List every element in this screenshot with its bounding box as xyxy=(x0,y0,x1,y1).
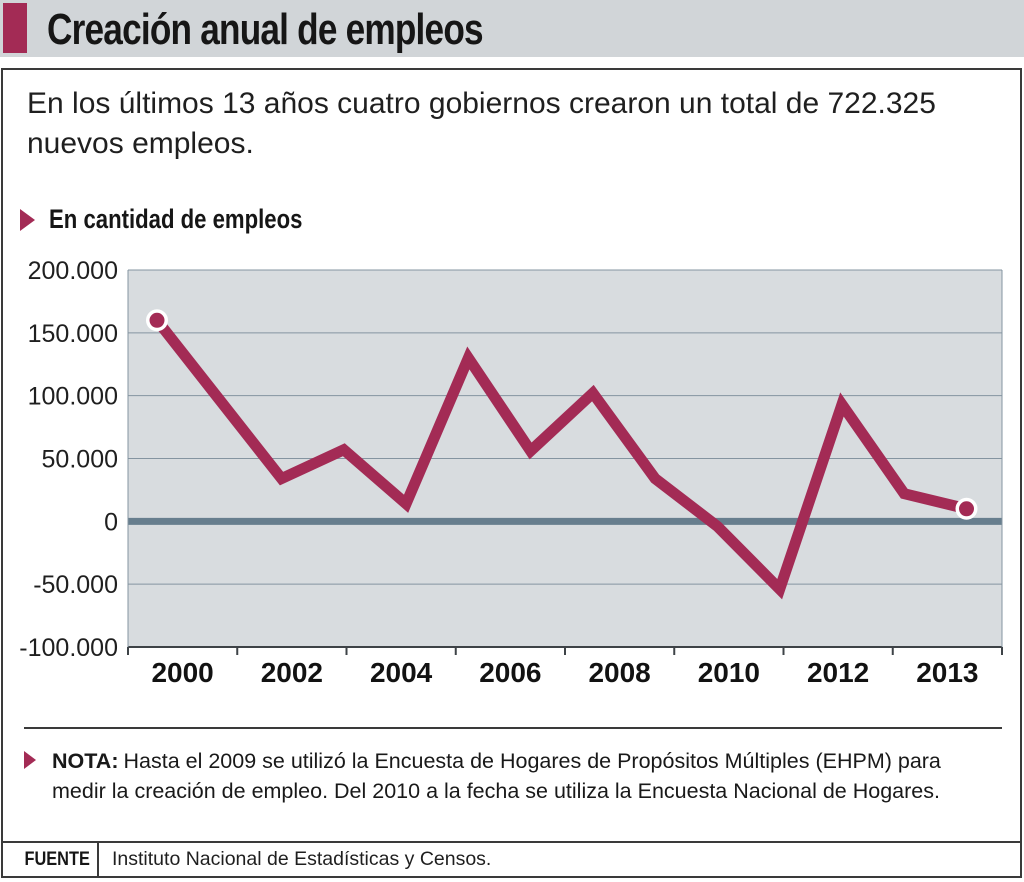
line-chart: 200.000 150.000 100.000 50.000 0 -50.000 -100.… xyxy=(0,252,1016,697)
y-axis-label: 50.000 xyxy=(42,446,118,474)
employment-line xyxy=(152,316,968,600)
title-bar: Creación anual de empleos xyxy=(0,0,1024,57)
source-row: FUENTE Instituto Nacional de Estadística… xyxy=(3,841,1020,877)
source-label: FUENTE xyxy=(24,848,90,870)
x-axis-label: 2013 xyxy=(916,657,978,688)
subtitle: En los últimos 13 años cuatro gobiernos … xyxy=(27,87,936,160)
source-divider xyxy=(97,842,99,877)
note-text: NOTA: Hasta el 2009 se utilizó la Encuest… xyxy=(52,746,987,806)
y-axis-label: 200.000 xyxy=(28,257,118,285)
note-divider xyxy=(24,727,1002,729)
y-axis-label: 0 xyxy=(104,508,118,536)
chart-svg: 200.000 150.000 100.000 50.000 0 -50.000 -100.… xyxy=(19,257,1003,688)
data-point-marker xyxy=(149,312,165,328)
x-axis-label: 2008 xyxy=(588,657,650,688)
content-box: En los últimos 13 años cuatro gobiernos … xyxy=(1,68,1022,878)
x-axis-label: 2006 xyxy=(479,657,541,688)
x-axis-label: 2004 xyxy=(370,657,433,688)
data-point-marker xyxy=(959,501,974,517)
bullet-triangle-icon xyxy=(20,208,35,231)
note-label: NOTA: xyxy=(52,749,119,773)
chart-kicker: En cantidad de empleos xyxy=(20,204,358,235)
chart-kicker-label: En cantidad de empleos xyxy=(49,204,303,234)
source-text: Instituto Nacional de Estadísticas y Cen… xyxy=(112,848,492,870)
x-axis-label: 2012 xyxy=(807,657,869,688)
y-axis-label: -50.000 xyxy=(33,571,118,599)
x-axis-label: 2010 xyxy=(698,657,760,688)
note: NOTA: Hasta el 2009 se utilizó la Encuest… xyxy=(24,746,987,806)
y-axis-label: 100.000 xyxy=(28,383,118,411)
note-body: Hasta el 2009 se utilizó la Encuesta de … xyxy=(52,749,941,803)
x-axis-label: 2002 xyxy=(261,657,323,688)
y-axis-label: 150.000 xyxy=(28,320,118,348)
y-axis-label: -100.000 xyxy=(19,634,118,662)
page-title: Creación anual de empleos xyxy=(47,5,484,54)
title-accent-block xyxy=(3,3,27,53)
note-triangle-icon xyxy=(24,751,36,769)
x-axis-label: 2000 xyxy=(151,657,213,688)
